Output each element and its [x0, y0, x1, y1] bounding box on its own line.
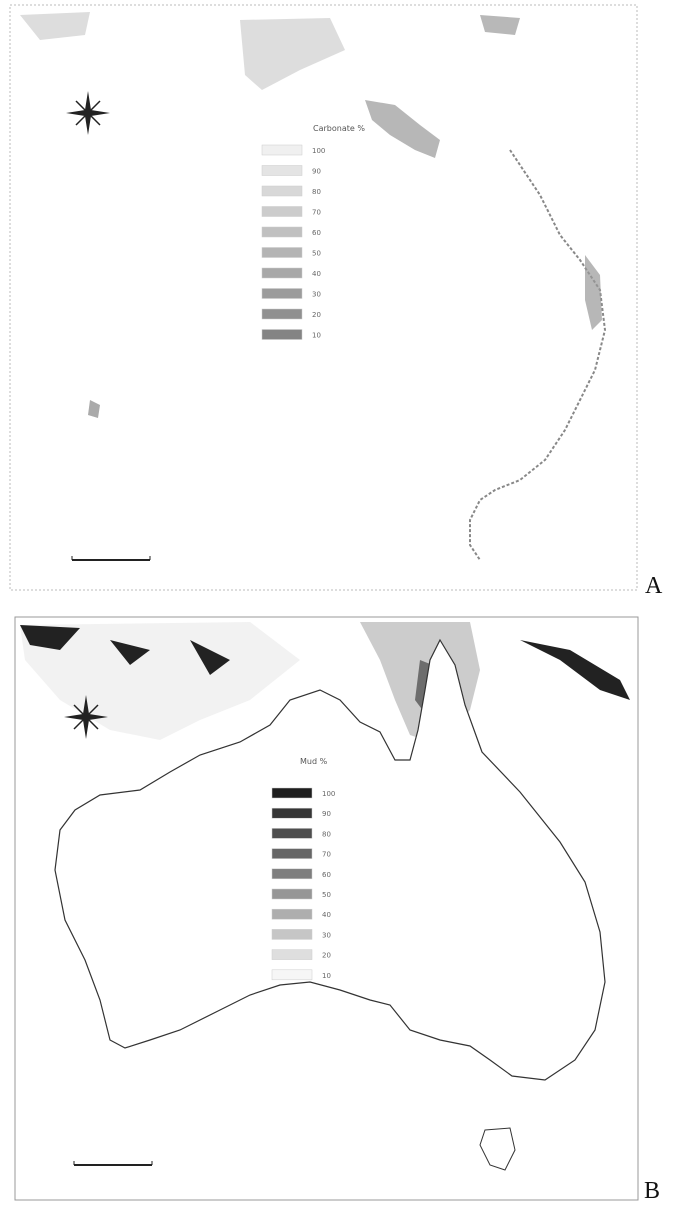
legend-swatch — [272, 788, 312, 798]
legend-title: Mud % — [300, 757, 328, 766]
legend-swatch — [262, 227, 302, 237]
shelf-patch — [88, 400, 100, 418]
shelf-patch — [480, 15, 520, 35]
legend-title: Carbonate % — [313, 124, 365, 133]
legend-swatch — [262, 289, 302, 299]
legend-label: 10 — [312, 332, 321, 340]
shelf-patch — [20, 12, 90, 40]
legend-swatch — [272, 828, 312, 838]
legend-label: 60 — [322, 871, 331, 879]
legend-label: 30 — [312, 291, 321, 299]
legend-label: 80 — [312, 188, 321, 196]
panel-label: B — [644, 1178, 660, 1204]
legend-swatch — [272, 849, 312, 859]
legend-swatch — [262, 166, 302, 176]
legend-label: 50 — [322, 891, 331, 899]
legend-swatch — [262, 268, 302, 278]
legend-swatch — [262, 186, 302, 196]
legend-label: 70 — [322, 851, 331, 859]
legend-swatch — [262, 309, 302, 319]
panel-b: Mud % 100 90 80 70 60 50 40 30 20 10 B — [15, 617, 660, 1204]
legend-label: 60 — [312, 229, 321, 237]
legend-label: 50 — [312, 250, 321, 258]
legend-swatch — [272, 929, 312, 939]
legend-swatch — [272, 889, 312, 899]
body: {"panels": [ {"label": "A", "legend": {"… — [0, 0, 674, 1205]
legend-label: 90 — [322, 810, 331, 818]
legend-swatch — [272, 808, 312, 818]
legend-label: 100 — [312, 147, 325, 155]
legend-label: 40 — [312, 270, 321, 278]
shelf-patch — [365, 100, 440, 158]
legend-swatch — [272, 869, 312, 879]
legend-label: 10 — [322, 972, 331, 980]
legend-swatch — [262, 207, 302, 217]
scale-bar — [72, 556, 150, 560]
legend-label: 90 — [312, 168, 321, 176]
coastline — [480, 1128, 515, 1170]
legend-label: 80 — [322, 830, 331, 838]
legend-label: 70 — [312, 209, 321, 217]
panel-a: Carbonate % 100 90 80 70 60 50 40 30 20 10 A — [10, 5, 663, 599]
legend-swatch — [262, 248, 302, 258]
legend: Carbonate % 100 90 80 70 60 50 40 30 20 10 — [262, 124, 365, 340]
coastline — [470, 150, 605, 560]
legend-label: 20 — [322, 952, 331, 960]
legend-swatch — [262, 145, 302, 155]
panel-label: A — [645, 573, 663, 599]
legend-label: 100 — [322, 790, 335, 798]
legend-swatch — [262, 330, 302, 340]
compass-rose — [66, 91, 110, 135]
shelf-patch — [240, 18, 345, 90]
page: Map figure html, body { margin: 0; paddi… — [0, 0, 674, 1205]
legend-swatch — [272, 909, 312, 919]
figure: Carbonate % 100 90 80 70 60 50 40 30 20 10 A Mud %… — [0, 0, 674, 1205]
panel-frame — [10, 5, 637, 590]
scale-bar — [74, 1161, 152, 1165]
legend-swatch — [272, 950, 312, 960]
legend-label: 40 — [322, 911, 331, 919]
legend-swatch — [272, 970, 312, 980]
legend-label: 20 — [312, 311, 321, 319]
shelf-patch — [585, 255, 602, 330]
legend-label: 30 — [322, 931, 331, 939]
